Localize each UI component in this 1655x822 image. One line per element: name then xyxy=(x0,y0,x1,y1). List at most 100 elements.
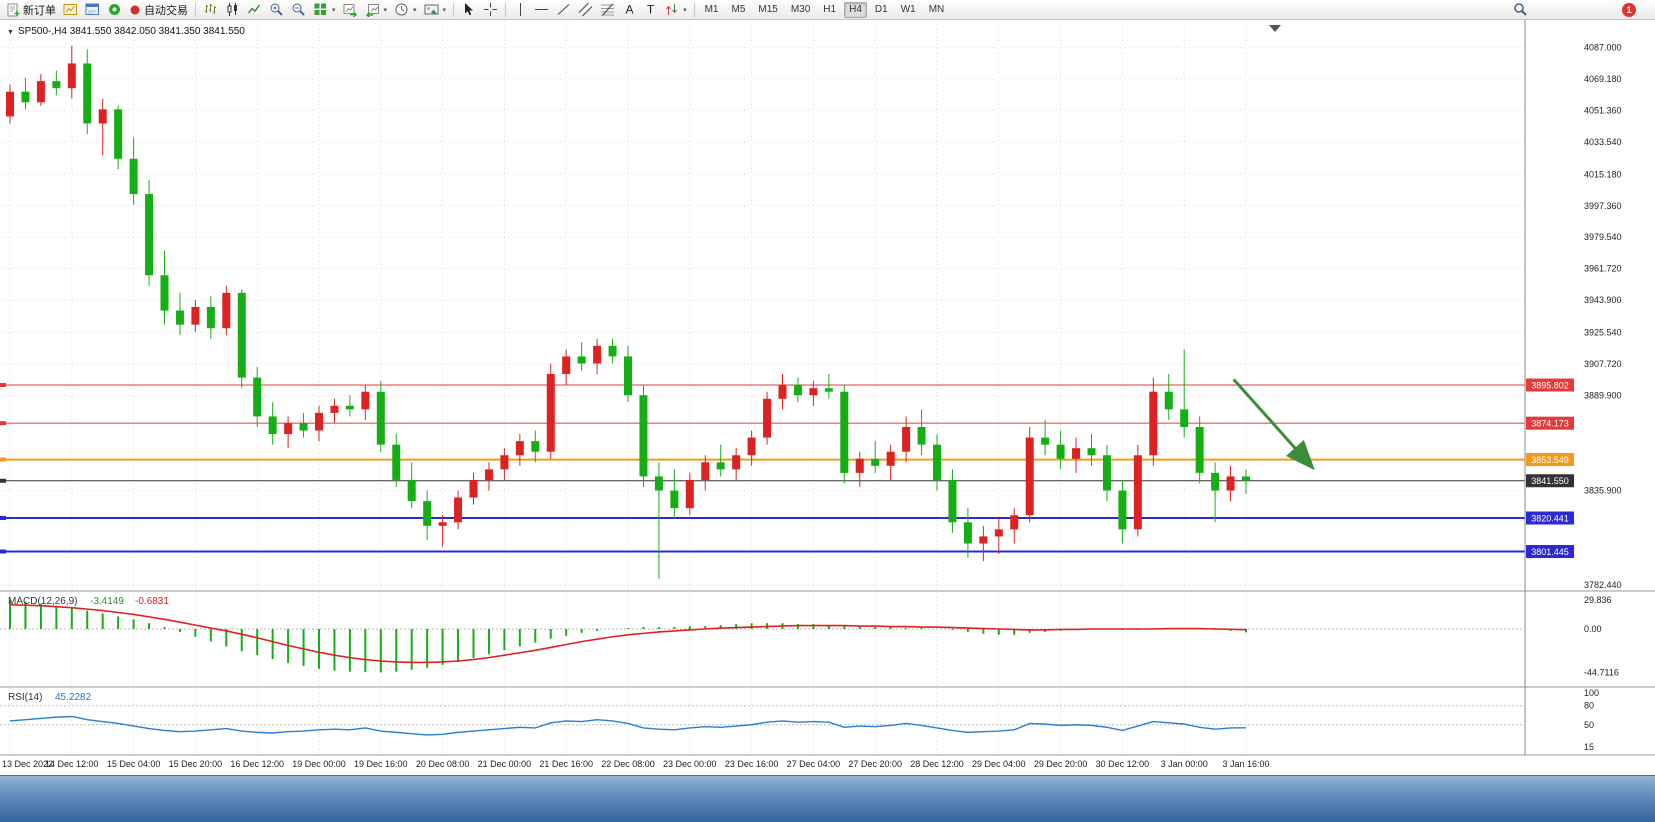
macd-panel xyxy=(0,600,1525,673)
svg-text:14 Dec 12:00: 14 Dec 12:00 xyxy=(45,759,99,769)
chart-shift-button[interactable]: ▾ xyxy=(362,1,391,18)
channel-icon xyxy=(578,2,593,17)
timeframe-h4-button[interactable]: H4 xyxy=(844,1,867,18)
tile-windows-button[interactable]: ▾ xyxy=(310,1,339,18)
sound-icon xyxy=(109,4,120,15)
svg-text:29 Dec 04:00: 29 Dec 04:00 xyxy=(972,759,1026,769)
svg-text:27 Dec 20:00: 27 Dec 20:00 xyxy=(848,759,902,769)
text-a-icon: A xyxy=(625,3,633,17)
svg-text:30 Dec 12:00: 30 Dec 12:00 xyxy=(1096,759,1150,769)
candles xyxy=(6,45,1250,579)
auto-scroll-button[interactable] xyxy=(340,1,361,18)
svg-text:15: 15 xyxy=(1584,742,1594,752)
svg-text:3801.445: 3801.445 xyxy=(1531,547,1569,557)
chevron-down-icon: ▾ xyxy=(442,6,447,14)
timeframe-w1-button[interactable]: W1 xyxy=(900,4,916,15)
toolbar: 新订单 自动交易 ▾ ▾ ▾ ▾ xyxy=(0,0,1655,20)
timeframe-d1-button[interactable]: D1 xyxy=(874,4,888,15)
crosshair-button[interactable] xyxy=(480,1,501,18)
template-image-icon xyxy=(424,4,439,15)
svg-text:3874.173: 3874.173 xyxy=(1531,419,1569,429)
search-icon xyxy=(1514,3,1527,16)
cursor-button[interactable] xyxy=(458,1,479,18)
search-button[interactable] xyxy=(1510,1,1531,18)
fibonacci-icon xyxy=(601,3,615,16)
svg-text:23 Dec 00:00: 23 Dec 00:00 xyxy=(663,759,717,769)
horizontal-line-button[interactable] xyxy=(531,1,552,18)
timeframe-m15-button[interactable]: M15 xyxy=(758,4,778,15)
text-label-button[interactable]: T xyxy=(640,1,660,18)
bar-chart-icon xyxy=(205,4,216,14)
svg-text:4015.180: 4015.180 xyxy=(1584,169,1622,179)
svg-text:29.836: 29.836 xyxy=(1584,595,1612,605)
new-order-button[interactable]: 新订单 xyxy=(3,1,59,18)
text-button[interactable]: A xyxy=(619,1,639,18)
timeframe-mn-button[interactable]: MN xyxy=(928,4,945,15)
svg-text:13 Dec 2022: 13 Dec 2022 xyxy=(2,759,53,769)
auto-trading-status-icon xyxy=(130,5,140,14)
candle-chart-type-button[interactable] xyxy=(222,1,243,18)
shift-marker[interactable] xyxy=(1269,25,1281,32)
chart-shift-icon xyxy=(365,4,379,17)
channel-button[interactable] xyxy=(575,1,596,18)
periods-button[interactable]: ▾ xyxy=(391,1,420,18)
chart-header: ▼ SP500-,H4 3841.550 3842.050 3841.350 38… xyxy=(7,26,245,703)
bar-chart-type-button[interactable] xyxy=(200,1,221,18)
svg-text:16 Dec 12:00: 16 Dec 12:00 xyxy=(230,759,284,769)
arrows-button[interactable]: ▾ xyxy=(661,1,690,18)
fibonacci-button[interactable] xyxy=(597,1,618,18)
svg-text:3895.802: 3895.802 xyxy=(1531,381,1569,391)
svg-text:100: 100 xyxy=(1584,688,1599,698)
vertical-line-button[interactable] xyxy=(510,1,530,18)
toolbar-separator xyxy=(453,2,455,17)
svg-text:27 Dec 04:00: 27 Dec 04:00 xyxy=(787,759,841,769)
clock-icon xyxy=(395,3,408,16)
notification-badge[interactable]: 1 xyxy=(1622,2,1636,17)
svg-text:23 Dec 16:00: 23 Dec 16:00 xyxy=(725,759,779,769)
rsi-line xyxy=(9,715,1247,736)
horizontal-line-icon xyxy=(535,9,549,10)
toolbar-separator xyxy=(195,2,196,17)
auto-trading-button[interactable]: 自动交易 xyxy=(126,1,191,18)
auto-trading-label: 自动交易 xyxy=(144,4,188,17)
chart-canvas[interactable]: 4087.000 4069.180 4051.360 4033.540 4015.180… xyxy=(0,20,1655,775)
arrows-icon xyxy=(666,4,677,15)
svg-text:45.2282: 45.2282 xyxy=(55,692,92,703)
svg-text:3907.720: 3907.720 xyxy=(1584,359,1622,369)
alerts-button[interactable] xyxy=(104,1,125,18)
svg-text:3925.540: 3925.540 xyxy=(1584,328,1622,338)
zoom-out-button[interactable] xyxy=(288,1,309,18)
svg-text:4051.360: 4051.360 xyxy=(1584,105,1622,115)
svg-text:3853.549: 3853.549 xyxy=(1531,455,1569,465)
svg-text:3 Jan 00:00: 3 Jan 00:00 xyxy=(1161,759,1208,769)
svg-text:SP500-,H4 3841.550 3842.050 38: SP500-,H4 3841.550 3842.050 3841.350 384… xyxy=(18,26,245,37)
svg-text:-3.4149: -3.4149 xyxy=(90,596,124,607)
svg-text:28 Dec 12:00: 28 Dec 12:00 xyxy=(910,759,964,769)
timeframe-h1-button[interactable]: H1 xyxy=(823,4,837,15)
tile-windows-icon xyxy=(314,3,326,15)
toolbar-separator xyxy=(505,2,507,17)
svg-text:3841.550: 3841.550 xyxy=(1531,476,1569,486)
chart-window[interactable]: 4087.000 4069.180 4051.360 4033.540 4015.180… xyxy=(0,20,1655,775)
trendline-button[interactable] xyxy=(553,1,574,18)
timeframe-m5-button[interactable]: M5 xyxy=(731,4,746,15)
svg-text:21 Dec 00:00: 21 Dec 00:00 xyxy=(478,759,532,769)
market-watch-button[interactable] xyxy=(82,1,103,18)
cursor-icon xyxy=(465,3,474,16)
vertical-line-icon xyxy=(519,3,521,16)
zoom-out-icon xyxy=(292,3,305,16)
svg-text:3997.360: 3997.360 xyxy=(1584,201,1622,211)
svg-text:T: T xyxy=(646,3,654,17)
templates-button[interactable]: ▾ xyxy=(421,1,450,18)
svg-text:21 Dec 16:00: 21 Dec 16:00 xyxy=(539,759,593,769)
new-chart-button[interactable] xyxy=(60,1,81,18)
trend-arrow[interactable] xyxy=(1232,378,1315,471)
svg-text:▼: ▼ xyxy=(7,29,14,36)
timeframe-m30-button[interactable]: M30 xyxy=(790,4,811,15)
zoom-in-button[interactable] xyxy=(266,1,287,18)
timeframe-m1-button[interactable]: M1 xyxy=(704,4,719,15)
svg-text:MACD(12,26,9): MACD(12,26,9) xyxy=(8,596,77,607)
line-chart-type-button[interactable] xyxy=(244,1,265,18)
bottom-bar xyxy=(0,775,1655,822)
text-label-icon: T xyxy=(646,3,654,17)
